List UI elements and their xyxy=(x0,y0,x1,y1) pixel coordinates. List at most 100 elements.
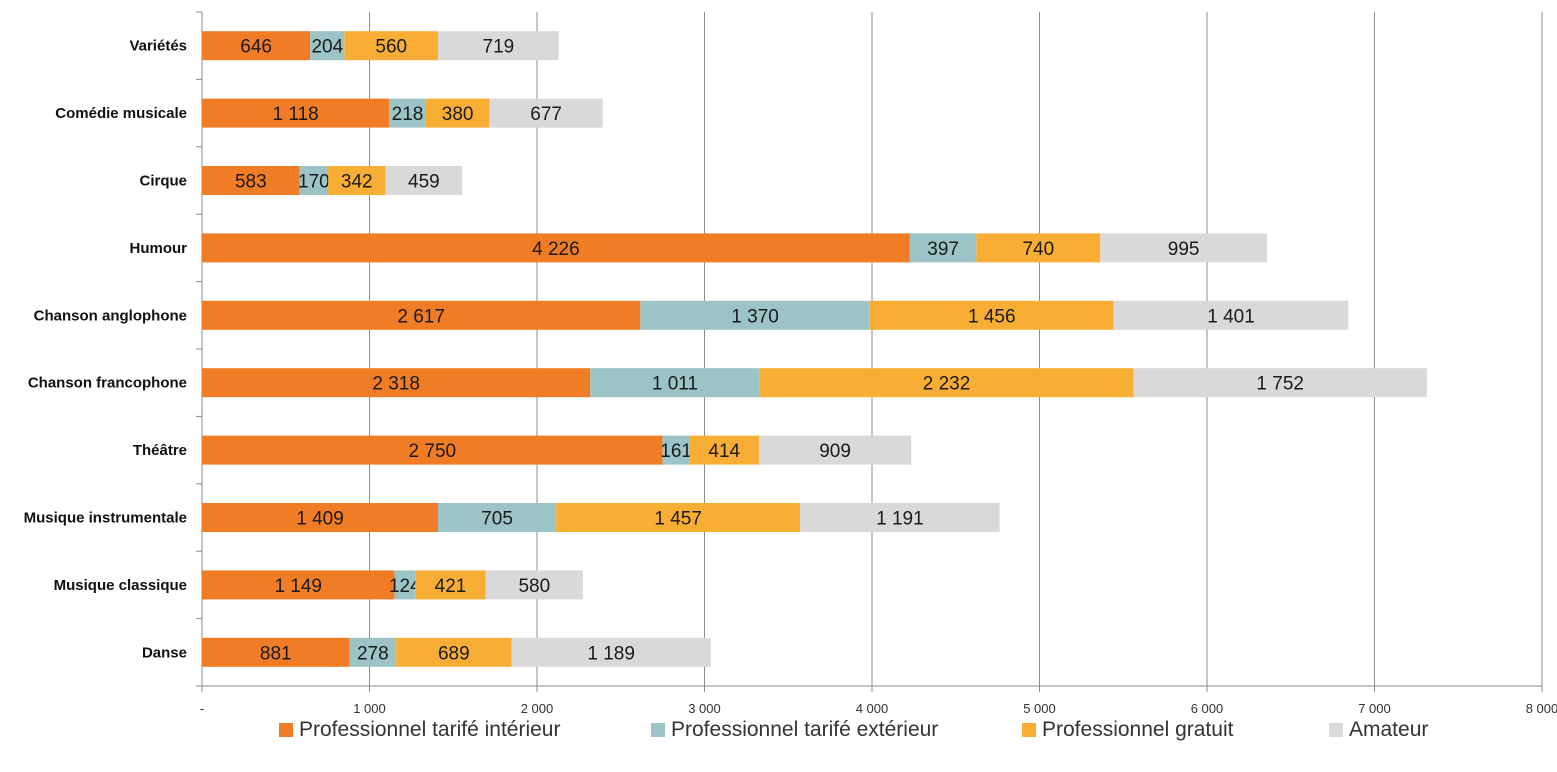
bar-segment xyxy=(202,368,591,398)
data-label: 646 xyxy=(240,37,272,58)
bar-segment xyxy=(202,233,910,263)
bar-segment xyxy=(310,31,345,61)
legend-item-professionnel-tarife-exterieur: Professionnel tarifé extérieur xyxy=(651,718,938,742)
legend-swatch xyxy=(1329,723,1343,737)
bar-segment xyxy=(344,31,439,61)
bar-segment xyxy=(976,233,1101,263)
data-label: 1 409 xyxy=(296,509,344,530)
data-label: 4 226 xyxy=(532,239,580,260)
legend-label: Amateur xyxy=(1349,718,1429,741)
legend-swatch xyxy=(1022,723,1036,737)
bar-segment xyxy=(202,570,395,600)
bar-segment xyxy=(202,300,641,330)
data-label: 161 xyxy=(660,441,692,462)
data-label: 380 xyxy=(442,104,474,125)
bar-segment xyxy=(202,98,390,128)
bar-segment xyxy=(759,368,1134,398)
bar-segment xyxy=(328,166,386,195)
data-label: 421 xyxy=(435,576,467,597)
category-label: Danse xyxy=(142,644,187,661)
bar-segment xyxy=(640,300,870,330)
bar-segment xyxy=(556,503,801,532)
bar-segment xyxy=(1133,368,1427,398)
bar-segment xyxy=(485,570,583,600)
data-label: 459 xyxy=(408,172,440,193)
bar-segment xyxy=(511,637,711,667)
bar-segment xyxy=(590,368,760,398)
bar-segment xyxy=(869,300,1114,330)
category-label: Comédie musicale xyxy=(55,105,187,122)
bar-segment xyxy=(394,570,416,600)
data-label: 342 xyxy=(341,172,373,193)
data-label: 909 xyxy=(819,441,851,462)
category-label: Chanson francophone xyxy=(28,375,187,392)
x-tick-label: 5 000 xyxy=(1023,701,1056,716)
data-label: 1 191 xyxy=(876,509,924,530)
data-label: 1 456 xyxy=(968,306,1016,327)
data-label: 1 118 xyxy=(273,104,319,125)
category-label: Cirque xyxy=(139,173,187,190)
data-label: 2 617 xyxy=(397,306,445,327)
bar-segment xyxy=(202,503,439,532)
bar-segment xyxy=(415,570,486,600)
legend-item-professionnel-tarife-interieur: Professionnel tarifé intérieur xyxy=(279,718,560,742)
data-label: 204 xyxy=(311,37,343,58)
legend-item-professionnel-gratuit: Professionnel gratuit xyxy=(1022,718,1233,742)
data-label: 124 xyxy=(389,576,421,597)
data-label: 218 xyxy=(392,104,424,125)
category-label: Humour xyxy=(130,240,188,257)
legend-label: Professionnel gratuit xyxy=(1042,718,1234,741)
bar-segment xyxy=(425,98,490,128)
legend: Professionnel tarifé intérieur Professio… xyxy=(0,718,1557,748)
data-label: 1 370 xyxy=(731,306,779,327)
bar-segment xyxy=(489,98,603,128)
x-tick-label: 3 000 xyxy=(688,701,721,716)
data-label: 170 xyxy=(298,172,330,193)
bar-segment xyxy=(202,637,350,667)
data-label: 677 xyxy=(530,104,562,125)
bar-segment xyxy=(1113,300,1349,330)
bar-segment xyxy=(385,166,463,195)
bar-segment xyxy=(396,637,512,667)
bar-segment xyxy=(299,166,329,195)
bar-segment xyxy=(1100,233,1267,263)
x-tick-label: - xyxy=(200,701,204,716)
bar-segment xyxy=(438,31,559,61)
bar-segment xyxy=(800,503,1000,532)
category-label: Théâtre xyxy=(133,442,187,459)
data-label: 1 189 xyxy=(587,643,635,664)
data-label: 689 xyxy=(438,643,470,664)
category-label: Musique instrumentale xyxy=(24,510,187,527)
category-label: Variétés xyxy=(129,38,187,55)
x-tick-label: 4 000 xyxy=(856,701,889,716)
category-label: Musique classique xyxy=(54,577,187,594)
legend-label: Professionnel tarifé intérieur xyxy=(299,718,561,741)
data-label: 1 149 xyxy=(274,576,322,597)
x-tick-label: 1 000 xyxy=(353,701,386,716)
data-label: 881 xyxy=(260,643,292,664)
bar-segment xyxy=(389,98,426,128)
data-label: 2 750 xyxy=(409,441,457,462)
data-label: 719 xyxy=(483,37,515,58)
data-label: 1 752 xyxy=(1256,374,1304,395)
bar-segment xyxy=(689,435,759,465)
x-tick-label: 7 000 xyxy=(1358,701,1391,716)
data-label: 580 xyxy=(518,576,550,597)
data-label: 995 xyxy=(1168,239,1200,260)
legend-swatch xyxy=(651,723,665,737)
data-label: 278 xyxy=(357,643,389,664)
data-label: 2 232 xyxy=(923,374,971,395)
bar-segment xyxy=(662,435,690,465)
data-label: 740 xyxy=(1022,239,1054,260)
bar-segment xyxy=(349,637,397,667)
data-label: 2 318 xyxy=(372,374,420,395)
bar-segment xyxy=(202,31,311,61)
bar-segment xyxy=(438,503,557,532)
data-label: 1 011 xyxy=(652,374,698,395)
legend-label: Professionnel tarifé extérieur xyxy=(671,718,939,741)
data-label: 705 xyxy=(481,509,513,530)
bar-segment xyxy=(202,166,300,195)
x-tick-label: 6 000 xyxy=(1191,701,1224,716)
bar-segment xyxy=(202,435,663,465)
